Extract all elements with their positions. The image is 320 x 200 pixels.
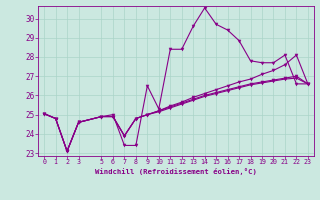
X-axis label: Windchill (Refroidissement éolien,°C): Windchill (Refroidissement éolien,°C) <box>95 168 257 175</box>
